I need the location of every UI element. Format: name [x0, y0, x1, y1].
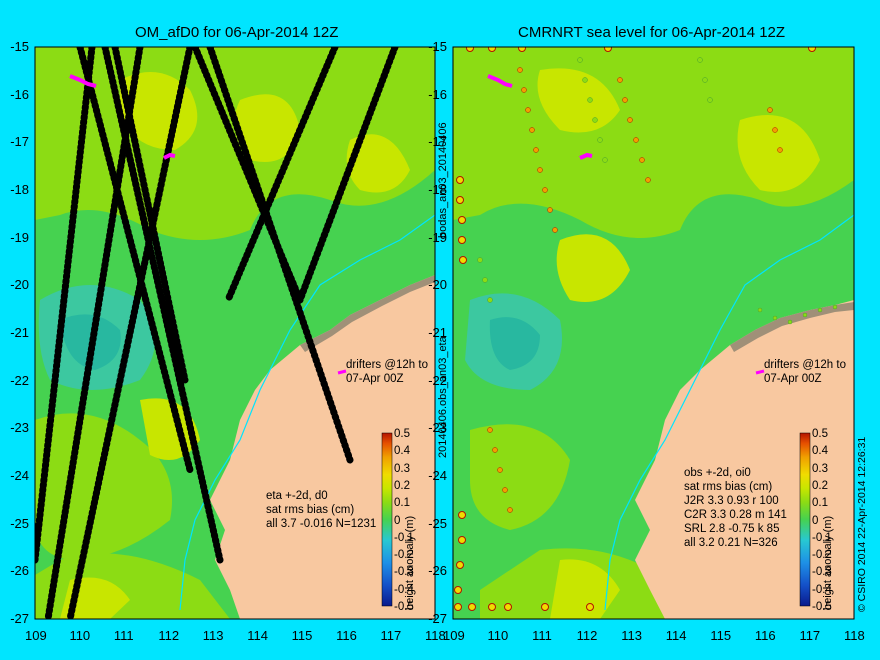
x-tick-label: 116	[336, 628, 357, 643]
colorbar-tick-label: 0.3	[812, 462, 828, 475]
x-tick-label: 116	[754, 628, 776, 643]
left-map-frame	[34, 46, 436, 620]
y-tick-label: -19	[10, 229, 29, 245]
y-tick-label: -15	[428, 39, 447, 54]
left-map	[35, 47, 435, 619]
x-tick-label: 118	[844, 628, 865, 643]
colorbar-tick-label: -0.5	[394, 601, 414, 613]
run-label-bottom: 20140406.obs_an03_eta	[437, 336, 449, 458]
right-drifters-label: drifters @12h to 07-Apr 00Z	[764, 359, 846, 385]
x-tick-label: 118	[425, 628, 446, 643]
y-tick-label: -18	[10, 182, 29, 197]
colorbar-tick-label: 0.4	[812, 445, 828, 458]
run-label-top: bodas_an03_20140406	[437, 122, 449, 238]
colorbar-tick-label: 0	[812, 514, 819, 527]
left-stats: eta +-2d, d0 sat rms bias (cm) all 3.7 -…	[266, 490, 377, 530]
right-map-title: CMRNRT sea level for 06-Apr-2014 12Z	[518, 24, 786, 41]
y-tick-label: -21	[10, 325, 29, 340]
y-tick-label: -21	[428, 325, 447, 340]
left-land	[210, 215, 435, 619]
x-tick-label: 113	[621, 628, 642, 643]
y-tick-label: -20	[10, 277, 29, 293]
colorbar-tick-label: 0.5	[812, 428, 828, 440]
colorbar-tick-label: -0.3	[394, 566, 414, 579]
x-tick-label: 114	[247, 628, 268, 643]
y-tick-label: -17	[428, 134, 447, 150]
x-tick-label: 117	[380, 628, 402, 643]
colorbar-tick-label: -0.1	[812, 531, 832, 544]
x-tick-label: 112	[158, 628, 180, 643]
y-tick-label: -22	[428, 372, 447, 388]
left-drifters-label: drifters @12h to 07-Apr 00Z	[346, 359, 428, 385]
y-tick-label: -16	[428, 86, 447, 102]
y-tick-label: -19	[428, 229, 447, 245]
x-tick-label: 110	[69, 628, 91, 643]
y-tick-label: -23	[428, 420, 447, 436]
colorbar-tick-label: 0.2	[812, 479, 828, 492]
colorbar-tick-label: -0.4	[394, 583, 414, 596]
colorbar-tick-label: 0.1	[394, 497, 410, 510]
right-land	[635, 300, 854, 619]
colorbar-tick-label: -0.3	[812, 566, 832, 579]
y-tick-label: -22	[10, 372, 29, 388]
y-tick-label: -24	[428, 468, 447, 483]
colorbar-tick-label: 0	[394, 514, 401, 527]
left-map-title: OM_afD0 for 06-Apr-2014 12Z	[135, 24, 339, 41]
x-tick-label: 115	[291, 628, 313, 643]
y-tick-label: -23	[10, 420, 29, 436]
y-tick-label: -26	[428, 563, 447, 579]
y-tick-label: -15	[10, 39, 29, 54]
y-tick-label: -25	[10, 515, 29, 531]
left-colorbar-label: height anomaly (m)	[404, 515, 416, 610]
colorbar-tick-label: 0.3	[394, 462, 410, 475]
x-tick-label: 111	[532, 628, 552, 643]
y-tick-label: -16	[10, 86, 29, 102]
y-tick-label: -24	[10, 468, 29, 483]
colorbar-tick-label: -0.1	[394, 531, 414, 544]
right-colorbar	[799, 432, 811, 607]
x-tick-label: 110	[487, 628, 509, 643]
x-tick-label: 115	[710, 628, 732, 643]
colorbar-tick-label: -0.4	[812, 583, 832, 596]
credit-label: © CSIRO 2014 22-Apr-2014 12:26:31	[856, 436, 868, 612]
colorbar-tick-label: 0.4	[394, 445, 410, 458]
y-tick-label: -27	[10, 611, 29, 626]
right-map	[453, 47, 854, 619]
colorbar-tick-label: 0.5	[394, 428, 410, 440]
colorbar-tick-label: 0.2	[394, 479, 410, 492]
x-tick-label: 117	[799, 628, 821, 643]
y-tick-label: -20	[428, 277, 447, 293]
colorbar-tick-label: -0.2	[394, 549, 414, 562]
y-tick-label: -25	[428, 515, 447, 531]
colorbar-tick-label: 0.1	[812, 497, 828, 510]
x-tick-label: 114	[665, 628, 687, 643]
colorbar-tick-label: -0.5	[812, 601, 832, 613]
x-tick-label: 113	[202, 628, 224, 643]
right-stats: obs +-2d, oi0 sat rms bias (cm) J2R 3.3 …	[684, 467, 787, 549]
left-colorbar	[381, 432, 393, 607]
y-tick-label: -26	[10, 563, 29, 579]
colorbar-tick-label: -0.2	[812, 549, 832, 562]
y-tick-label: -18	[428, 182, 447, 197]
x-tick-label: 112	[576, 628, 598, 643]
right-colorbar-label: height anomaly (m)	[822, 515, 834, 610]
y-tick-label: -17	[10, 134, 29, 150]
y-tick-label: -27	[428, 611, 447, 626]
right-map-frame	[452, 46, 855, 620]
x-tick-label: 109	[25, 628, 47, 643]
x-tick-label: 109	[443, 628, 465, 643]
x-tick-label: 111	[113, 628, 134, 643]
